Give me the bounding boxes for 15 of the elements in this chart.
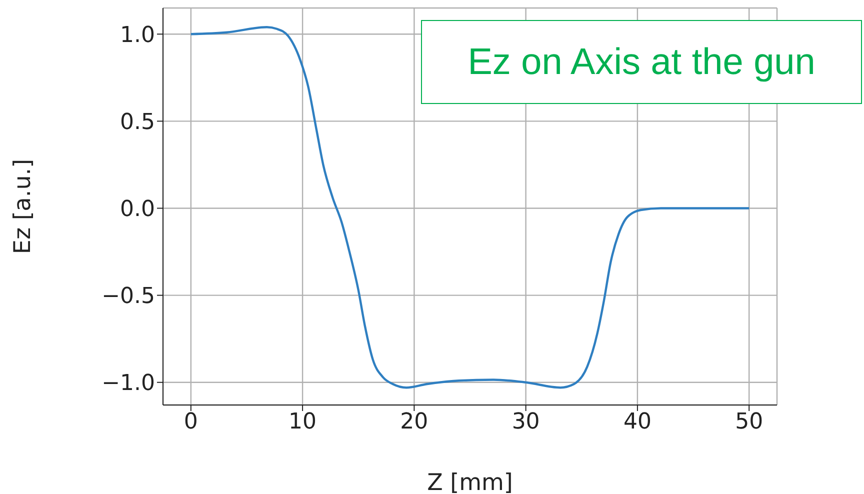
x-tick-label: 50 bbox=[735, 410, 764, 435]
y-tick-label: 0.5 bbox=[120, 110, 155, 135]
y-tick-label: −1.0 bbox=[102, 371, 155, 396]
x-tick-label: 0 bbox=[184, 410, 198, 435]
x-axis-title: Z [mm] bbox=[427, 470, 513, 494]
annotation: Ez on Axis at the gun bbox=[421, 20, 862, 104]
x-tick-label: 40 bbox=[623, 410, 652, 435]
x-tick-label: 10 bbox=[288, 410, 317, 435]
x-tick-label: 20 bbox=[400, 410, 428, 435]
y-tick-label: −0.5 bbox=[102, 284, 155, 310]
line-series bbox=[190, 26, 750, 389]
y-axis-title: Ez [a.u.] bbox=[10, 158, 36, 254]
y-tick-label: 1.0 bbox=[120, 22, 155, 48]
y-tick-label: 0.0 bbox=[120, 197, 155, 222]
x-tick-label: 30 bbox=[512, 410, 540, 435]
